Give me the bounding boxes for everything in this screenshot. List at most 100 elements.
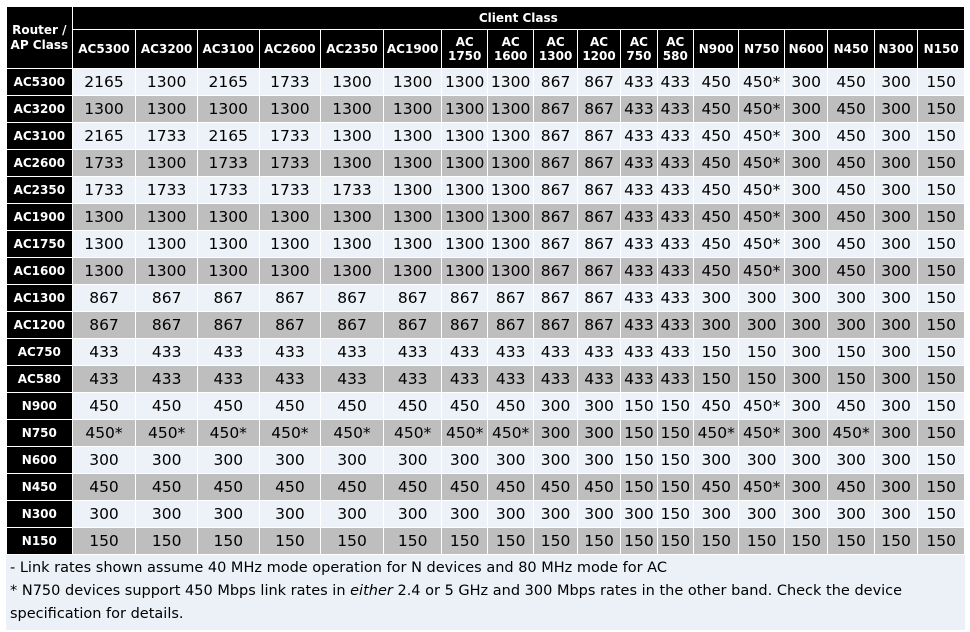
table-cell: 300 (382, 500, 443, 528)
table-cell: 433 (620, 203, 658, 231)
table-cell: 1733 (258, 149, 322, 177)
table-cell: 1300 (320, 257, 384, 285)
table-cell: 1300 (135, 257, 198, 285)
table-cell: 433 (620, 338, 658, 366)
table-cell: 450 (320, 473, 384, 501)
column-header: AC 1300 (533, 29, 578, 69)
table-cell: 300 (873, 230, 919, 258)
table-cell: 450 (71, 473, 137, 501)
table-cell: 300 (258, 446, 322, 474)
table-cell: 867 (320, 284, 384, 312)
table-cell: 300 (873, 365, 919, 393)
table-cell: 300 (873, 257, 919, 285)
table-cell: 150 (656, 392, 695, 420)
table-cell: 1300 (320, 68, 384, 96)
table-cell: 1300 (382, 230, 443, 258)
table-cell: 433 (258, 338, 322, 366)
row-header: AC580 (6, 365, 73, 393)
table-cell: 1300 (441, 68, 488, 96)
table-cell: 450 (827, 230, 875, 258)
row-header: N450 (6, 473, 73, 501)
table-cell: 150 (196, 527, 260, 555)
table-cell: 2165 (196, 68, 260, 96)
table-cell: 450 (196, 473, 260, 501)
table-cell: 867 (533, 95, 578, 123)
table-cell: 150 (827, 338, 875, 366)
table-cell: 300 (196, 446, 260, 474)
table-cell: 300 (576, 446, 622, 474)
table-row: AC1300 867 867 867 867 867 867 867 867 867 867 433 4… (6, 284, 965, 312)
table-cell: 300 (320, 500, 384, 528)
table-cell: 1300 (258, 230, 322, 258)
table-cell: 450 (258, 473, 322, 501)
table-cell: 300 (738, 500, 785, 528)
table-cell: 150 (917, 338, 965, 366)
table-body: AC5300 2165 1300 2165 1733 1300 1300 1300 1300 86… (6, 68, 965, 555)
table-cell: 867 (533, 284, 578, 312)
column-header: N600 (783, 29, 829, 69)
link-rate-table-container: Router / AP Class Client Class AC5300 AC3… (6, 6, 966, 630)
table-cell: 867 (576, 176, 622, 204)
row-header: N150 (6, 527, 73, 555)
table-cell: 150 (533, 527, 578, 555)
table-cell: 1300 (486, 68, 535, 96)
table-cell: 1733 (258, 68, 322, 96)
table-cell: 300 (873, 338, 919, 366)
table-row: AC2600 1733 1300 1733 1733 1300 1300 1300 1300 86… (6, 149, 965, 177)
table-cell: 1300 (71, 230, 137, 258)
table-cell: 2165 (196, 122, 260, 150)
table-cell: 150 (320, 527, 384, 555)
column-header: AC1900 (382, 29, 443, 69)
table-cell: 300 (258, 500, 322, 528)
table-cell: 867 (486, 311, 535, 339)
table-cell: 433 (620, 95, 658, 123)
table-cell: 300 (873, 419, 919, 447)
table-cell: 867 (196, 311, 260, 339)
table-cell: 867 (533, 149, 578, 177)
table-cell: 450* (196, 419, 260, 447)
table-cell: 300 (827, 446, 875, 474)
table-cell: 1733 (320, 176, 384, 204)
table-cell: 433 (656, 257, 695, 285)
table-cell: 150 (917, 365, 965, 393)
table-cell: 150 (656, 527, 695, 555)
table-cell: 150 (917, 122, 965, 150)
table-cell: 867 (441, 311, 488, 339)
table-cell: 450 (441, 473, 488, 501)
row-header: N300 (6, 500, 73, 528)
table-row: AC1750 1300 1300 1300 1300 1300 1300 1300 1300 86… (6, 230, 965, 258)
table-cell: 450* (738, 149, 785, 177)
table-row: AC2350 1733 1733 1733 1733 1733 1300 1300 1300 86… (6, 176, 965, 204)
table-cell: 1733 (258, 122, 322, 150)
table-cell: 1300 (486, 257, 535, 285)
table-cell: 1733 (135, 176, 198, 204)
table-cell: 150 (917, 392, 965, 420)
table-cell: 300 (783, 446, 829, 474)
footnote-link-rates: - Link rates shown assume 40 MHz mode op… (10, 560, 667, 576)
table-cell: 867 (320, 311, 384, 339)
table-cell: 300 (873, 392, 919, 420)
table-cell: 450 (692, 473, 740, 501)
table-cell: 150 (917, 149, 965, 177)
table-cell: 150 (441, 527, 488, 555)
table-cell: 433 (533, 365, 578, 393)
table-cell: 300 (441, 500, 488, 528)
table-cell: 867 (576, 257, 622, 285)
table-cell: 1300 (135, 203, 198, 231)
table-row: AC5300 2165 1300 2165 1733 1300 1300 1300 1300 86… (6, 68, 965, 96)
table-cell: 867 (71, 311, 137, 339)
column-header: AC 580 (656, 29, 695, 69)
column-header: N900 (692, 29, 740, 69)
table-cell: 450 (135, 392, 198, 420)
table-cell: 433 (620, 122, 658, 150)
table-cell: 300 (783, 284, 829, 312)
column-header: AC2350 (320, 29, 384, 69)
table-cell: 300 (783, 95, 829, 123)
table-cell: 867 (533, 176, 578, 204)
table-cell: 150 (620, 392, 658, 420)
row-header: N750 (6, 419, 73, 447)
table-cell: 433 (656, 176, 695, 204)
table-cell: 867 (196, 284, 260, 312)
table-cell: 150 (620, 446, 658, 474)
table-cell: 867 (533, 311, 578, 339)
